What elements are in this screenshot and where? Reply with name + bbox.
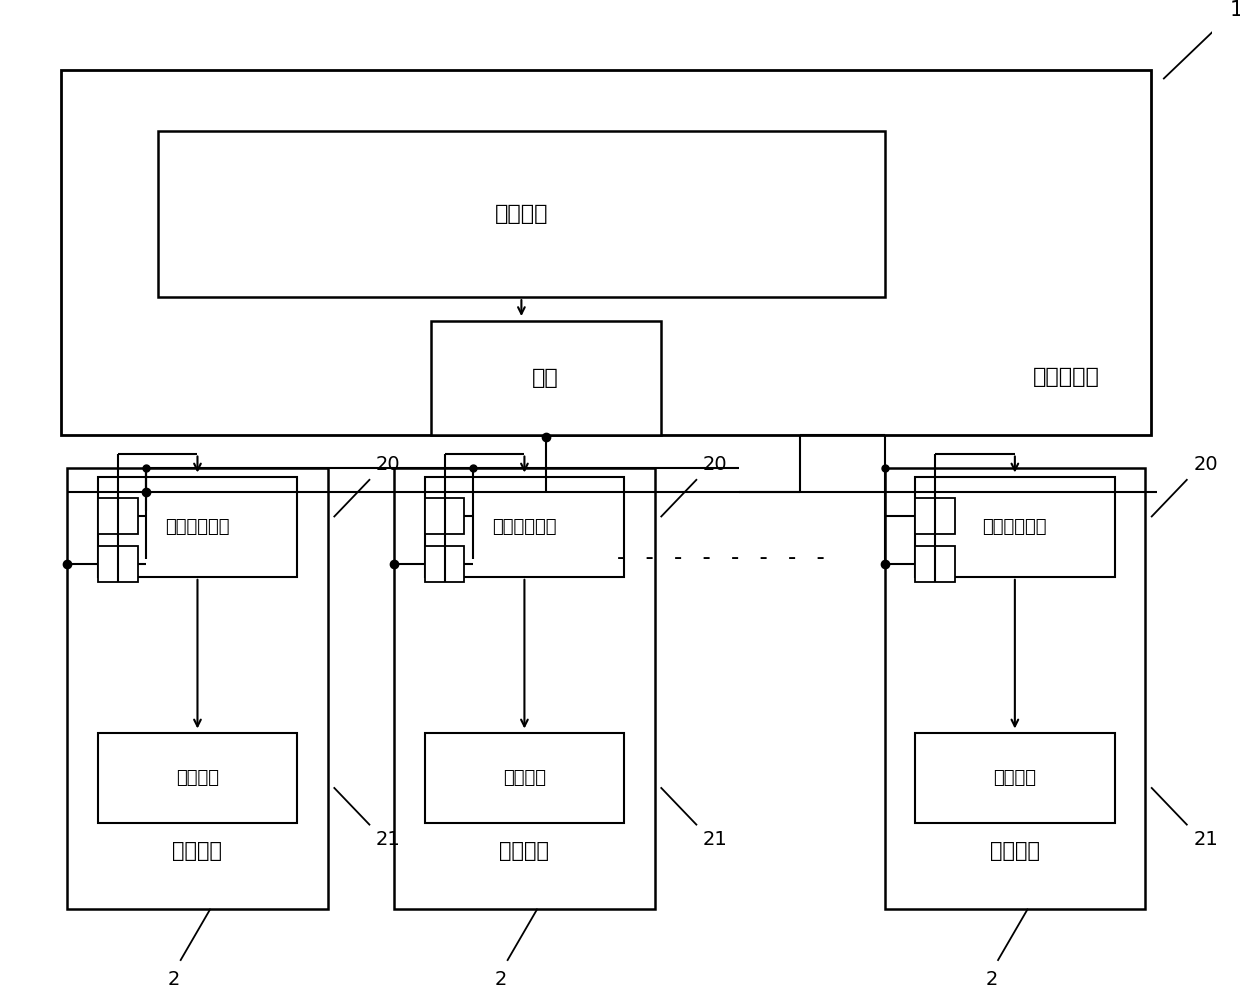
Text: 21: 21 [1193,830,1218,849]
Bar [394,468,655,909]
Text: 运动控制模块: 运动控制模块 [492,518,557,536]
Bar [98,498,138,535]
Bar [915,498,955,535]
Text: 2: 2 [495,970,507,989]
Bar [424,734,624,824]
Bar [98,545,138,581]
Bar [915,477,1115,577]
Text: 从站设备: 从站设备 [500,842,549,861]
Text: 从站设备: 从站设备 [990,842,1040,861]
Text: 20: 20 [376,455,401,474]
Text: 主站控制器: 主站控制器 [1033,367,1100,387]
Bar [915,734,1115,824]
Text: 21: 21 [376,830,401,849]
Text: 1: 1 [1230,0,1240,21]
Text: 21: 21 [703,830,728,849]
Bar [159,132,884,297]
Text: 驱动模块: 驱动模块 [176,769,219,787]
Text: 2: 2 [986,970,998,989]
Bar [915,545,955,581]
Bar [424,545,465,581]
Bar [98,477,298,577]
Text: 2: 2 [167,970,180,989]
Text: 运动控制模块: 运动控制模块 [982,518,1047,536]
Bar [98,734,298,824]
Bar [884,468,1145,909]
Text: 控制逗辑: 控制逗辑 [495,204,548,224]
Bar [67,468,327,909]
Bar [430,321,661,435]
Text: 从站设备: 从站设备 [172,842,222,861]
Text: 总线: 总线 [532,367,559,388]
Text: 运动控制模块: 运动控制模块 [165,518,229,536]
Bar [424,477,624,577]
Text: 驱动模块: 驱动模块 [503,769,546,787]
Text: 20: 20 [703,455,728,474]
Bar [61,69,1151,435]
Text: - - - - - - - -: - - - - - - - - [614,545,828,570]
Text: 驱动模块: 驱动模块 [993,769,1037,787]
Text: 20: 20 [1193,455,1218,474]
Bar [424,498,465,535]
